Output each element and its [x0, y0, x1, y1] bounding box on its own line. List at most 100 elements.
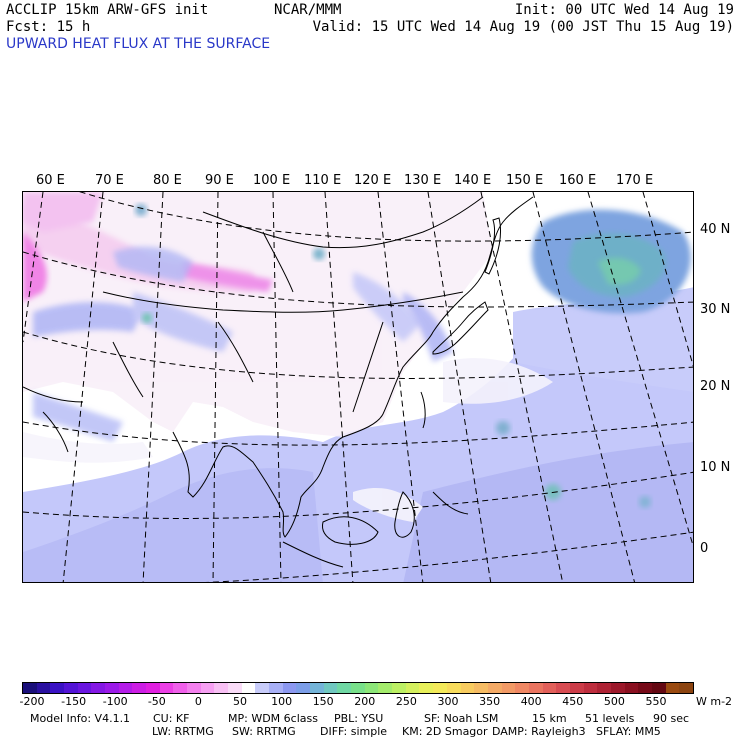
lon-label: 170 E — [616, 173, 654, 188]
colorbar-swatch — [638, 683, 652, 693]
model-info-damp: DAMP: Rayleigh3 — [492, 725, 586, 738]
ocean-flux-field — [23, 287, 693, 582]
neutral-flux-bands — [23, 358, 553, 522]
high-flux-region — [135, 204, 691, 508]
model-info-sw: SW: RRTMG — [232, 725, 296, 738]
colorbar-swatch — [474, 683, 488, 693]
colorbar-tick-label: 450 — [562, 695, 584, 708]
colorbar-swatch — [501, 683, 516, 693]
lon-label: 80 E — [153, 173, 182, 188]
colorbar-swatch — [91, 683, 106, 693]
center-label: NCAR/MMM — [274, 2, 342, 18]
lat-label: 0 — [700, 541, 709, 556]
colorbar-swatch — [378, 683, 393, 693]
model-info-lw: LW: RRTMG — [152, 725, 214, 738]
colorbar-swatch — [583, 683, 598, 693]
colorbar-swatch — [515, 683, 529, 693]
lon-label: 70 E — [95, 173, 124, 188]
model-info-mp: MP: WDM 6class — [228, 712, 318, 725]
map-panel — [22, 191, 694, 583]
colorbar-units: W m-2 — [696, 695, 733, 708]
coastlines — [23, 196, 534, 568]
colorbar-tick-label: 100 — [271, 695, 293, 708]
colorbar-swatch — [159, 683, 174, 693]
colorbar-swatch — [405, 683, 420, 693]
model-info-km: KM: 2D Smagor — [402, 725, 488, 738]
field-title: UPWARD HEAT FLUX AT THE SURFACE — [6, 36, 271, 52]
graticule — [23, 192, 693, 582]
colorbar-swatch — [310, 683, 324, 693]
colorbar-swatch — [351, 683, 365, 693]
colorbar-tick-label: -150 — [61, 695, 87, 708]
colorbar-swatch — [105, 683, 119, 693]
colorbar-swatch — [64, 683, 78, 693]
colorbar-swatch — [132, 683, 147, 693]
colorbar-swatch — [542, 683, 557, 693]
colorbar-swatch — [528, 683, 543, 693]
lon-label: 140 E — [454, 173, 492, 188]
lat-label: 10 N — [700, 460, 731, 475]
colorbar-tick-label: 300 — [437, 695, 459, 708]
lon-label: 100 E — [253, 173, 291, 188]
colorbar-tick-label: 250 — [395, 695, 417, 708]
forecast-hour: Fcst: 15 h — [6, 19, 91, 35]
model-info-resolution: 15 km — [532, 712, 567, 725]
lon-label: 130 E — [404, 173, 442, 188]
plateau-flux-patches — [33, 246, 453, 442]
colorbar — [22, 682, 694, 694]
colorbar-tick-label: 150 — [312, 695, 334, 708]
colorbar-swatch — [77, 683, 92, 693]
colorbar-swatch — [392, 683, 406, 693]
colorbar-tick-label: 500 — [603, 695, 625, 708]
colorbar-swatch — [146, 683, 160, 693]
colorbar-tick-label: 50 — [233, 695, 247, 708]
colorbar-swatch — [597, 683, 611, 693]
colorbar-swatch — [487, 683, 502, 693]
lon-label: 120 E — [354, 173, 392, 188]
colorbar-swatch — [296, 683, 311, 693]
valid-time: Valid: 15 UTC Wed 14 Aug 19 (00 JST Thu … — [312, 19, 734, 35]
colorbar-tick-label: 550 — [645, 695, 667, 708]
colorbar-swatch — [282, 683, 297, 693]
model-info-timestep: 90 sec — [653, 712, 690, 725]
colorbar-tick-label: 350 — [479, 695, 501, 708]
lon-label: 160 E — [559, 173, 597, 188]
colorbar-swatch — [337, 683, 352, 693]
colorbar-swatch — [556, 683, 570, 693]
colorbar-swatch — [569, 683, 584, 693]
lat-label: 20 N — [700, 379, 731, 394]
colorbar-swatch — [419, 683, 434, 693]
colorbar-swatch — [50, 683, 65, 693]
model-info-pbl: PBL: YSU — [334, 712, 384, 725]
lon-label: 90 E — [205, 173, 234, 188]
colorbar-swatch — [200, 683, 215, 693]
colorbar-swatch — [241, 683, 256, 693]
colorbar-swatch — [23, 683, 37, 693]
model-info-sflay: SFLAY: MM5 — [596, 725, 661, 738]
model-info-cu: CU: KF — [153, 712, 190, 725]
model-info-sf: SF: Noah LSM — [424, 712, 499, 725]
init-time: Init: 00 UTC Wed 14 Aug 19 — [514, 2, 734, 18]
colorbar-swatch — [364, 683, 379, 693]
lon-label: 110 E — [304, 173, 342, 188]
colorbar-swatch — [36, 683, 51, 693]
colorbar-tick-label: -50 — [147, 695, 166, 708]
colorbar-tick-label: -100 — [102, 695, 128, 708]
colorbar-swatch — [269, 683, 283, 693]
colorbar-tick-label: 200 — [354, 695, 376, 708]
lat-label: 30 N — [700, 302, 731, 317]
colorbar-tick-label: 0 — [194, 695, 202, 708]
colorbar-tick-label: 400 — [520, 695, 542, 708]
colorbar-swatch — [173, 683, 188, 693]
model-info-diff: DIFF: simple — [320, 725, 388, 738]
colorbar-swatch — [228, 683, 242, 693]
colorbar-swatch — [187, 683, 201, 693]
model-title: ACCLIP 15km ARW-GFS init — [6, 2, 209, 18]
colorbar-swatch — [433, 683, 447, 693]
colorbar-swatch — [665, 683, 680, 693]
colorbar-swatch — [610, 683, 625, 693]
lon-label: 60 E — [36, 173, 65, 188]
colorbar-swatch — [624, 683, 639, 693]
colorbar-swatch — [118, 683, 133, 693]
lon-label: 150 E — [506, 173, 544, 188]
